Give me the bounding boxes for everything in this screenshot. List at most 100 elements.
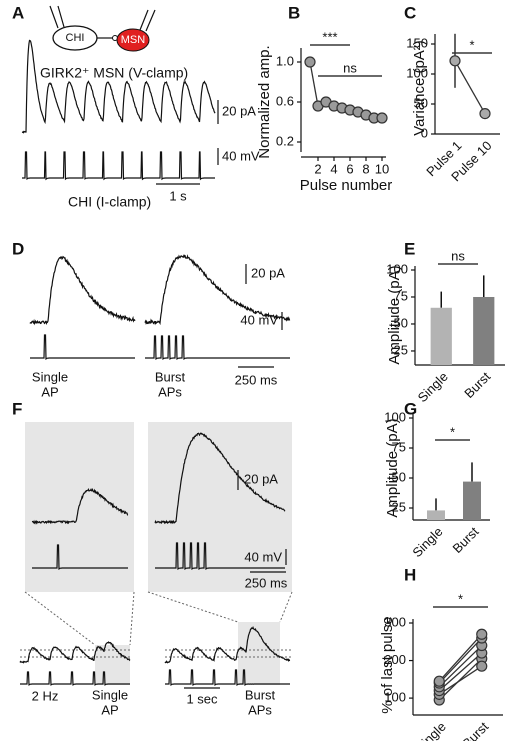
trace [144,254,291,326]
panel-label: F [12,399,22,418]
y-tick-label: 75 [394,288,408,303]
y-tick-label: 100 [386,261,408,276]
y-tick-label: 100 [384,690,406,705]
point [433,675,445,687]
y-tick-label: 0.6 [276,93,294,108]
trace-label: Single [92,687,128,702]
line [454,60,486,114]
panel-label: C [404,3,416,22]
bar [427,510,445,520]
trace-label: AP [101,702,118,717]
point [479,107,491,120]
x-tick-label: 10 [375,161,389,176]
trace [155,542,285,570]
x-tick-label: 8 [362,161,369,176]
point [449,55,461,67]
panel-label: H [404,565,416,584]
y-tick-label: 100 [406,65,428,80]
scale-label: 1 sec [186,691,218,706]
y-axis-label: Amplitude (pA) [386,265,403,364]
zoom-box [25,422,134,592]
bar [430,307,452,365]
trace [154,432,286,525]
bar [463,481,481,520]
scale-label: 250 ms [235,372,278,387]
x-tick-label: 4 [330,161,337,176]
y-tick-label: 75 [392,439,406,454]
trace-label: Burst [155,369,186,384]
trace [165,669,290,686]
trace-label: AP [41,384,58,399]
line [438,637,483,684]
x-tick-label: 2 [314,161,321,176]
trace-label: Burst [245,687,276,702]
trace-label: APs [158,384,182,399]
significance-label: * [469,37,474,52]
y-tick-label: 25 [394,342,408,357]
scale-label: 250 ms [245,575,288,590]
line [438,658,483,701]
y-axis-label: % of last pulse [379,616,396,714]
trace [32,544,128,570]
point [376,112,388,124]
category-label: Burst [459,719,491,741]
panel-label: G [404,399,417,418]
y-tick-label: 1.0 [276,53,294,68]
x-tick-label: 6 [346,161,353,176]
point [304,56,316,68]
significance-label: ns [451,248,465,263]
y-tick-label: 25 [392,499,406,514]
y-tick-label: 50 [392,469,406,484]
point [476,660,488,672]
y-tick-label: 150 [406,35,428,50]
y-axis-label: Amplitude (pA) [384,418,401,517]
trace-label: GIRK2⁺ MSN (V-clamp) [40,65,188,81]
schematic [49,5,156,52]
trace [20,671,130,686]
scale-label: 40 mV [222,148,260,163]
trace [29,255,136,326]
scale-label: 20 pA [251,265,285,280]
significance-label: ns [343,60,357,75]
line [438,665,483,695]
category-label: Single [415,369,451,405]
zoom-box [148,422,292,592]
scale-label: 20 pA [244,471,278,486]
y-tick-label: 200 [384,652,406,667]
x-axis-label: Pulse number [300,177,393,194]
trace [31,487,129,525]
y-tick-label: 300 [384,614,406,629]
bar [473,296,495,365]
trace [145,335,290,360]
trace-label: 2 Hz [32,688,59,703]
trace-label: APs [248,702,272,717]
zoom-region [95,645,130,685]
panel-label: B [288,3,300,22]
category-label: Single [413,719,449,741]
trace [22,151,215,181]
cell-label: MSN [121,34,146,46]
trace [21,39,216,134]
trace [30,334,135,360]
line [438,645,483,688]
significance-label: *** [322,29,337,44]
scale-label: 40 mV [240,312,278,327]
scale-label: 20 pA [222,103,256,118]
significance-label: * [458,591,463,606]
scale-label: 40 mV [244,549,282,564]
y-axis-label: Normalized amp. [256,45,273,158]
panel-label: E [404,239,415,258]
category-label: Burst [449,524,481,556]
y-tick-label: 0.2 [276,133,294,148]
line [438,633,483,682]
trace [164,625,291,664]
scale-label: 1 s [169,188,187,203]
cell-label: CHI [66,32,85,44]
trace-label: CHI (I-clamp) [68,194,151,210]
category-label: Burst [461,369,493,401]
line [438,652,483,692]
panel-label: A [12,3,24,22]
y-tick-label: 50 [414,95,428,110]
y-tick-label: 100 [384,409,406,424]
